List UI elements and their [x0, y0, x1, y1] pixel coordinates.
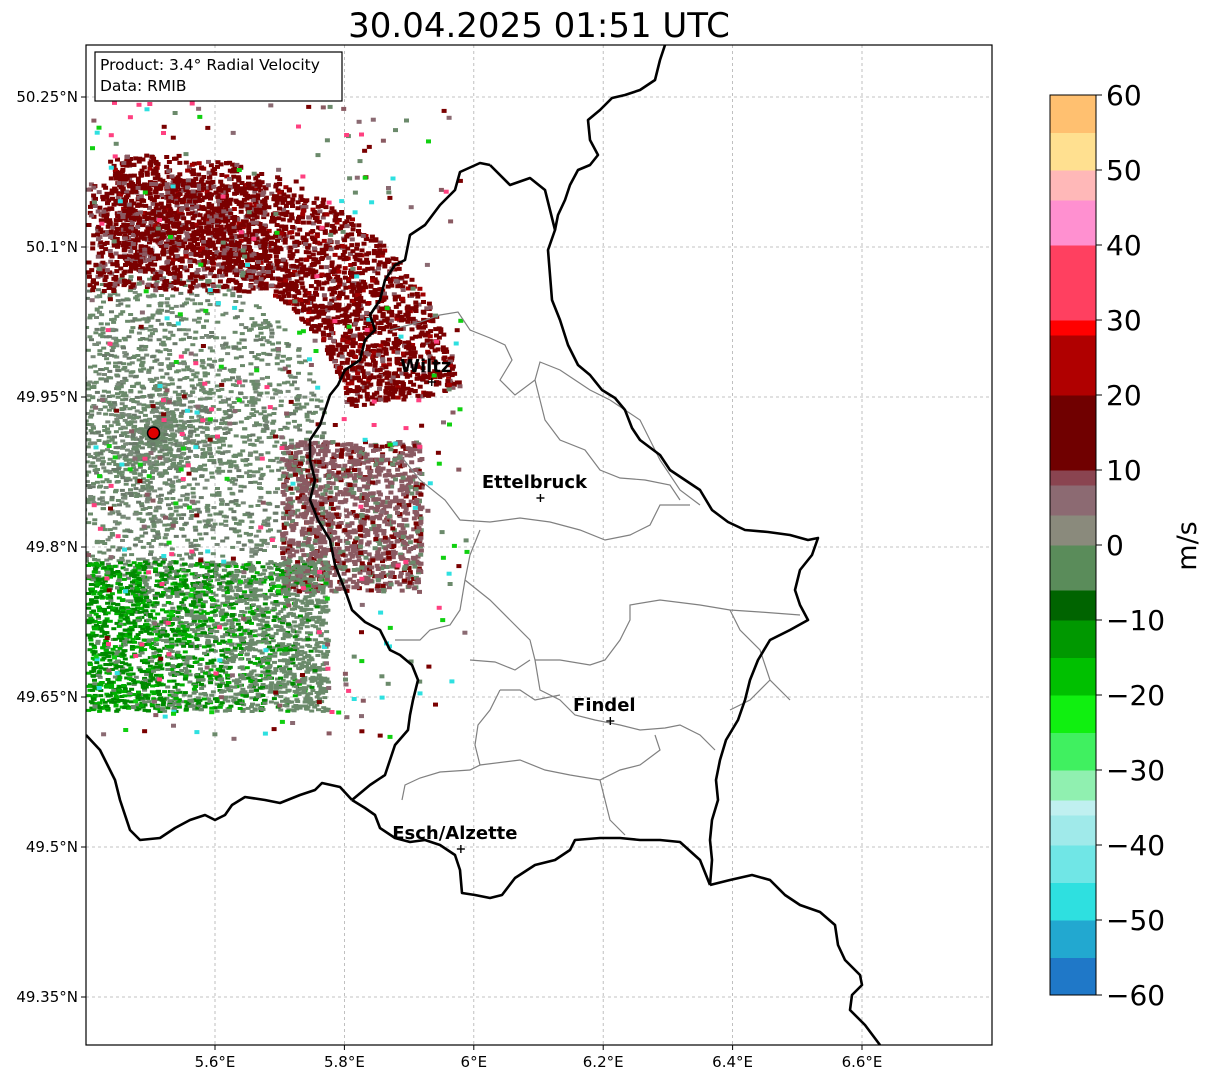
colorbar-segment [1050, 920, 1096, 958]
colorbar-segment [1050, 133, 1096, 171]
lon-tick-label: 6.2°E [583, 1053, 624, 1071]
lon-tick-label: 5.8°E [324, 1053, 365, 1071]
colorbar-tick-label: 20 [1106, 379, 1142, 412]
colorbar-segment [1050, 883, 1096, 921]
colorbar-label: m/s [1172, 521, 1203, 570]
place-label: Findel [573, 695, 636, 716]
colorbar-segment [1050, 320, 1096, 336]
colorbar-segment [1050, 95, 1096, 133]
place-label: Esch/Alzette [392, 823, 517, 844]
lon-tick-label: 6°E [461, 1053, 488, 1071]
colorbar-segment [1050, 590, 1096, 621]
place-label: Wiltz [400, 356, 451, 377]
colorbar-segment [1050, 485, 1096, 516]
info-product: Product: 3.4° Radial Velocity [100, 56, 320, 74]
colorbar-segment [1050, 245, 1096, 321]
colorbar-segment [1050, 695, 1096, 733]
colorbar-segment [1050, 470, 1096, 486]
lat-tick-label: 49.8°N [26, 538, 78, 556]
colorbar-segment [1050, 845, 1096, 883]
colorbar-tick-label: 40 [1106, 229, 1142, 262]
lat-tick-label: 49.5°N [26, 838, 78, 856]
lat-tick-label: 50.1°N [26, 238, 78, 256]
colorbar-tick-label: −30 [1106, 754, 1165, 787]
colorbar-segment [1050, 200, 1096, 246]
colorbar-tick-label: −50 [1106, 904, 1165, 937]
colorbar: 60 50 40 30 20 10 0 −10 −20 −30 −40 −50 −60 [1050, 79, 1165, 1012]
colorbar-segment [1050, 335, 1096, 396]
colorbar-segment [1050, 733, 1096, 771]
colorbar-tick-label: 60 [1106, 79, 1142, 112]
colorbar-tick-label: −60 [1106, 979, 1165, 1012]
lat-tick-label: 49.65°N [16, 688, 78, 706]
lon-tick-label: 6.6°E [842, 1053, 883, 1071]
info-box: Product: 3.4° Radial Velocity Data: RMIB [95, 52, 342, 101]
lat-tick-label: 50.25°N [16, 88, 78, 106]
info-data-source: Data: RMIB [100, 77, 187, 95]
radar-site-marker [148, 427, 160, 439]
lat-tick-label: 49.35°N [16, 988, 78, 1006]
colorbar-segment [1050, 815, 1096, 846]
colorbar-tick-label: 10 [1106, 454, 1142, 487]
colorbar-segment [1050, 770, 1096, 801]
colorbar-segment [1050, 395, 1096, 471]
colorbar-segment [1050, 170, 1096, 201]
colorbar-tick-label: −20 [1106, 679, 1165, 712]
lon-tick-label: 6.4°E [712, 1053, 753, 1071]
colorbar-segment [1050, 620, 1096, 658]
lon-tick-label: 5.6°E [195, 1053, 236, 1071]
map-title: 30.04.2025 01:51 UTC [348, 6, 730, 46]
colorbar-segment [1050, 800, 1096, 816]
colorbar-segment [1050, 958, 1096, 996]
colorbar-segment [1050, 515, 1096, 546]
colorbar-tick-label: 50 [1106, 154, 1142, 187]
colorbar-tick-label: 30 [1106, 304, 1142, 337]
colorbar-tick-label: 0 [1106, 529, 1124, 562]
place-label: Ettelbruck [482, 472, 588, 493]
colorbar-tick-label: −10 [1106, 604, 1165, 637]
colorbar-segment [1050, 658, 1096, 696]
colorbar-tick-label: −40 [1106, 829, 1165, 862]
colorbar-segment [1050, 545, 1096, 591]
lat-tick-label: 49.95°N [16, 388, 78, 406]
